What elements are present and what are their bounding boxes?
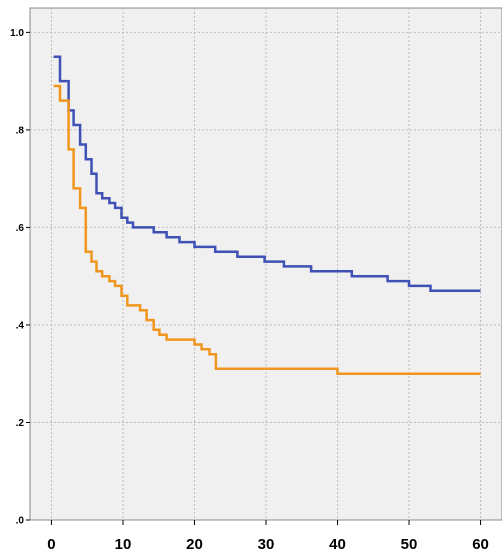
x-tick-label: 20 [186, 536, 203, 553]
x-tick-label: 40 [329, 536, 346, 553]
x-tick-label: 60 [472, 536, 489, 553]
y-tick-label: .0 [16, 516, 25, 527]
x-tick-label: 10 [115, 536, 132, 553]
y-tick-label: 1.0 [10, 28, 24, 39]
survival-curve-2 [53, 84, 481, 375]
y-axis: .0 .2 .4 .6 .8 1.0 [10, 28, 30, 527]
y-tick-label: .6 [16, 223, 25, 234]
y-tick-label: .8 [16, 125, 25, 136]
x-tick-label: 0 [47, 536, 55, 553]
x-tick-label: 30 [258, 536, 275, 553]
x-axis: 0 10 20 30 40 50 60 [47, 520, 489, 553]
survival-curve-1 [53, 55, 481, 293]
y-tick-label: .4 [16, 320, 25, 331]
y-tick-label: .2 [16, 418, 25, 429]
grid-lines [30, 8, 502, 520]
series-group [53, 55, 481, 375]
x-tick-label: 50 [401, 536, 418, 553]
